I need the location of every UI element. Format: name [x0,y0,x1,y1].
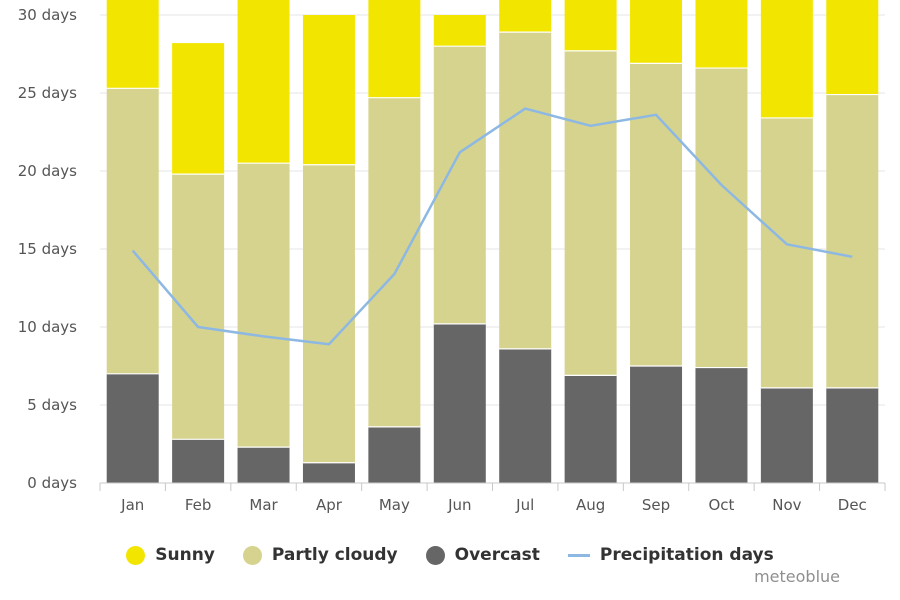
x-tick-label: Jul [515,496,534,514]
y-tick-label: 10 days [18,318,77,336]
y-tick-label: 5 days [27,396,77,414]
bar-sunny [368,0,421,98]
y-tick-label: 20 days [18,162,77,180]
legend-partly-cloudy-marker-icon [242,545,262,565]
bar-overcast [630,366,683,483]
y-tick-label: 15 days [18,240,77,258]
bar-partly-cloudy [237,163,290,448]
bar-overcast [499,348,552,483]
credit-text[interactable]: meteoblue [754,567,840,586]
y-tick-label: 25 days [18,84,77,102]
bar-partly-cloudy [564,50,617,376]
legend-sunny-label: Sunny [155,545,215,565]
bar-sunny [237,0,290,164]
legend-item-overcast[interactable]: Overcast [425,545,540,565]
bar-overcast [368,426,421,483]
chart: 0 days 5 days 10 days 15 days 20 days 25 days… [18,0,886,514]
legend-overcast-marker-icon [425,545,445,565]
x-tick-label: Aug [576,496,605,514]
x-tick-label: Mar [249,496,278,514]
bar-overcast [433,323,486,483]
bar-overcast [172,439,225,483]
bar-partly-cloudy [499,32,552,349]
legend-precipitation-line-icon [567,553,590,557]
bar-sunny [433,15,486,47]
bar-sunny [172,43,225,175]
x-tick-label: Apr [316,496,343,514]
legend-overcast-label: Overcast [454,545,540,565]
bar-partly-cloudy [826,94,879,388]
bar-overcast [826,387,879,483]
bar-overcast [564,375,617,483]
x-tick-label: Feb [185,496,212,514]
bar-overcast [695,367,748,483]
legend-precipitation-label: Precipitation days [599,545,774,565]
bar-sunny [564,0,617,51]
x-tick-label: Jun [447,496,471,514]
bar-overcast [760,387,813,483]
legend-item-partly-cloudy[interactable]: Partly cloudy [242,545,398,565]
bar-partly-cloudy [302,164,355,463]
y-tick-label: 0 days [27,474,77,492]
legend-partly-cloudy-label: Partly cloudy [271,545,398,565]
bar-overcast [302,462,355,483]
legend: Sunny Partly cloudy Overcast Precipitati… [0,540,900,570]
bar-sunny [106,0,159,89]
bar-sunny [499,0,552,33]
precipitation-days-line [131,107,853,346]
bar-sunny [826,0,879,95]
bar-sunny [760,0,813,118]
legend-sunny-marker-icon [126,545,146,565]
x-tick-label: Nov [772,496,801,514]
bar-partly-cloudy [368,97,421,427]
x-tick-label: Sep [642,496,670,514]
x-tick-label: Jan [120,496,144,514]
x-tick-label: May [379,496,410,514]
bar-sunny [695,0,748,69]
bar-partly-cloudy [630,63,683,367]
legend-item-precipitation-days[interactable]: Precipitation days [567,545,774,565]
bar-partly-cloudy [760,117,813,388]
bar-sunny [302,15,355,165]
bar-overcast [237,447,290,483]
bar-partly-cloudy [695,68,748,368]
bar-partly-cloudy [106,88,159,374]
x-tick-label: Oct [708,496,734,514]
legend-item-sunny[interactable]: Sunny [126,545,215,565]
bar-overcast [106,373,159,483]
bar-sunny [630,0,683,64]
x-tick-label: Dec [838,496,867,514]
y-tick-label: 30 days [18,6,77,24]
